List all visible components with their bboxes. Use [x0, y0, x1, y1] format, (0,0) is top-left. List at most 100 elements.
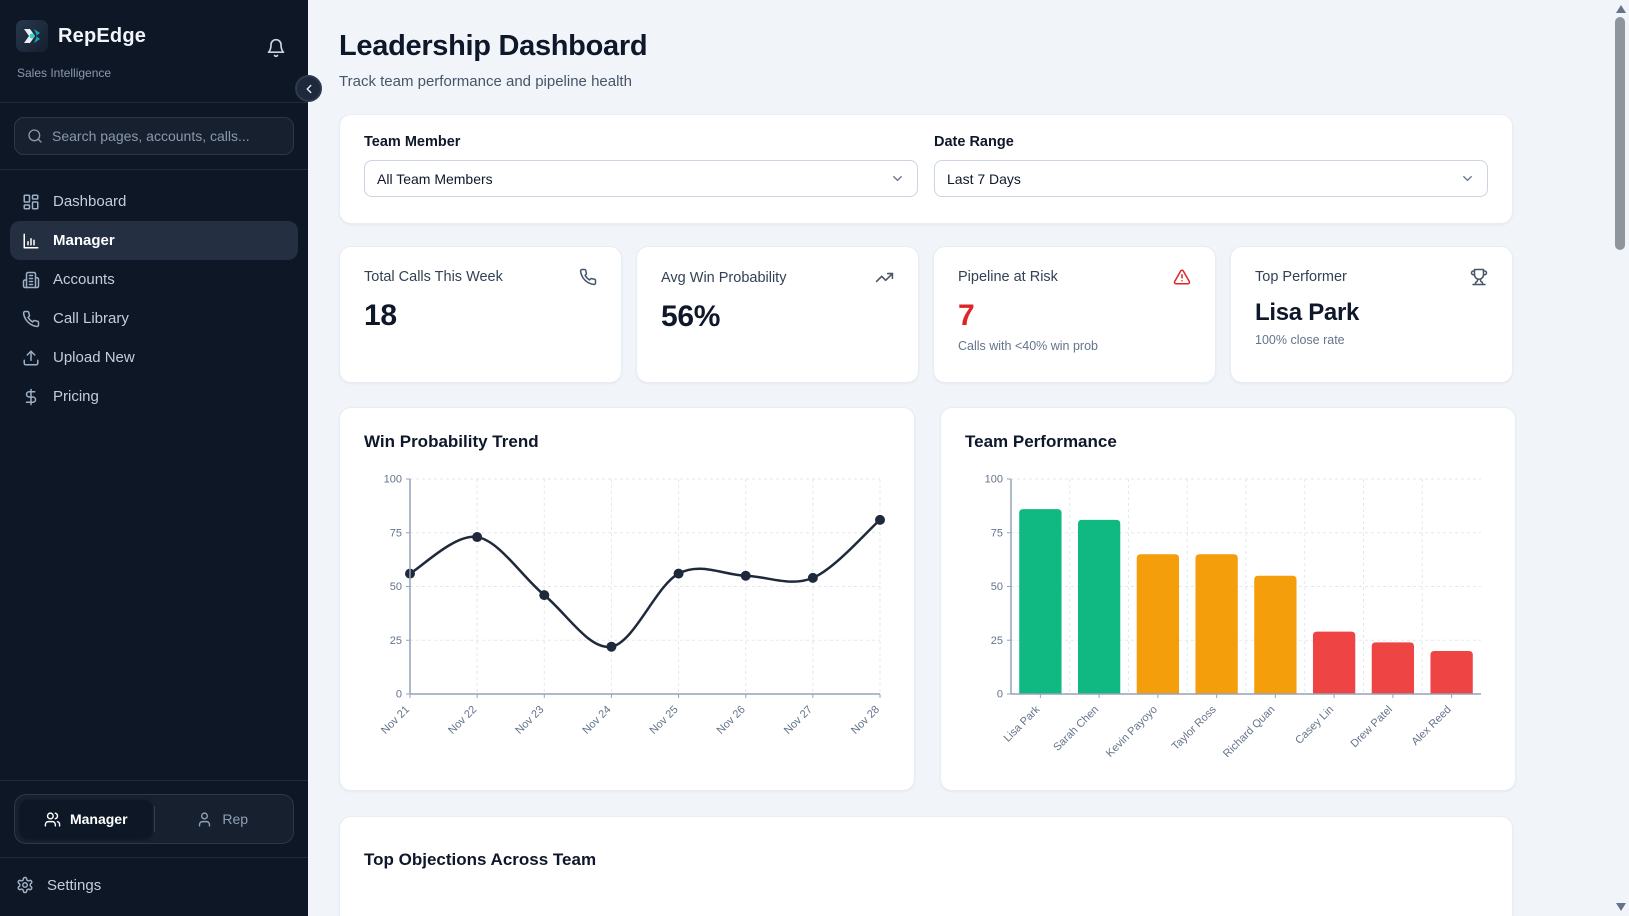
rep-toggle-button[interactable]: Rep	[157, 800, 289, 838]
scroll-up-arrow-icon[interactable]	[1616, 5, 1626, 13]
team-member-select[interactable]: All Team Members	[364, 160, 918, 197]
sidebar-item-accounts[interactable]: Accounts	[10, 260, 298, 299]
sidebar: RepEdge Sales Intelligence Dashboard Man…	[0, 0, 308, 916]
stat-value: Lisa Park	[1255, 299, 1360, 326]
top-objections-card: Top Objections Across Team	[339, 816, 1513, 916]
sidebar-item-label: Manager	[53, 232, 115, 249]
notifications-bell-icon[interactable]	[266, 38, 286, 58]
svg-text:50: 50	[390, 581, 402, 593]
stat-label: Pipeline at Risk	[958, 269, 1058, 285]
svg-text:50: 50	[991, 581, 1003, 593]
role-toggle: Manager Rep	[14, 794, 294, 844]
stat-card-top-performer: Top Performer Lisa Park 100% close rate	[1230, 246, 1513, 383]
svg-text:Drew Patel: Drew Patel	[1348, 704, 1395, 751]
repedge-logo-icon	[16, 20, 48, 52]
sidebar-item-manager[interactable]: Manager	[10, 221, 298, 260]
chart-title: Team Performance	[965, 432, 1117, 451]
trophy-icon	[1470, 268, 1488, 286]
svg-text:Nov 24: Nov 24	[580, 704, 613, 737]
charts-row: Win Probability Trend 0 25 50 75 100 Nov 21 No…	[339, 407, 1516, 791]
search-icon	[27, 128, 43, 144]
page-title: Leadership Dashboard	[339, 30, 648, 62]
sidebar-item-upload-new[interactable]: Upload New	[10, 338, 298, 377]
scrollbar[interactable]	[1614, 0, 1627, 916]
svg-text:0: 0	[396, 689, 402, 701]
svg-text:Kevin Payoyo: Kevin Payoyo	[1104, 704, 1160, 760]
stat-label: Total Calls This Week	[364, 269, 503, 285]
stat-subtext: Calls with <40% win prob	[958, 339, 1098, 353]
svg-text:Nov 22: Nov 22	[446, 704, 479, 737]
sidebar-header: RepEdge Sales Intelligence	[0, 0, 308, 102]
svg-text:Lisa Park: Lisa Park	[1002, 703, 1043, 744]
sidebar-item-call-library[interactable]: Call Library	[10, 299, 298, 338]
svg-text:Nov 27: Nov 27	[782, 704, 815, 737]
sidebar-search[interactable]	[14, 117, 294, 155]
sidebar-item-label: Accounts	[53, 271, 115, 288]
trending-up-icon	[875, 268, 894, 287]
sidebar-nav: Dashboard Manager Accounts Call Library …	[0, 170, 308, 780]
team-performance-card: Team Performance 0 25 50 75 100 Lisa Park Sara…	[940, 407, 1516, 791]
sidebar-item-label: Dashboard	[53, 193, 127, 210]
team-member-label: Team Member	[364, 134, 461, 150]
tagline: Sales Intelligence	[17, 66, 112, 80]
svg-text:Sarah Chen: Sarah Chen	[1051, 704, 1101, 754]
svg-text:Nov 23: Nov 23	[513, 704, 546, 737]
sidebar-item-pricing[interactable]: Pricing	[10, 377, 298, 416]
svg-text:Alex Reed: Alex Reed	[1409, 704, 1453, 748]
manager-toggle-button[interactable]: Manager	[20, 800, 152, 838]
win-probability-trend-card: Win Probability Trend 0 25 50 75 100 Nov 21 No…	[339, 407, 915, 791]
brand-name: RepEdge	[58, 24, 147, 47]
section-title: Top Objections Across Team	[364, 850, 597, 869]
dollar-icon	[22, 388, 40, 406]
stat-subtext: 100% close rate	[1255, 333, 1345, 347]
rep-toggle-label: Rep	[222, 811, 249, 827]
scroll-down-arrow-icon[interactable]	[1616, 903, 1626, 911]
svg-text:Taylor Ross: Taylor Ross	[1170, 703, 1219, 752]
date-range-select[interactable]: Last 7 Days	[934, 160, 1488, 197]
svg-text:Richard Quan: Richard Quan	[1221, 704, 1277, 760]
stat-value: 7	[958, 299, 975, 332]
svg-text:25: 25	[991, 635, 1003, 647]
gear-icon	[16, 876, 34, 894]
manager-toggle-label: Manager	[69, 811, 128, 827]
stat-card-avg-win-probability: Avg Win Probability 56%	[636, 246, 919, 383]
svg-text:Nov 21: Nov 21	[379, 704, 412, 737]
role-toggle-section: Manager Rep	[0, 780, 308, 857]
stat-value: 18	[364, 299, 397, 332]
svg-text:0: 0	[997, 689, 1003, 701]
sidebar-item-settings[interactable]: Settings	[16, 876, 292, 894]
search-input[interactable]	[52, 128, 281, 144]
svg-text:Nov 25: Nov 25	[648, 704, 681, 737]
sidebar-item-label: Upload New	[53, 349, 135, 366]
sidebar-item-dashboard[interactable]: Dashboard	[10, 182, 298, 221]
date-range-label: Date Range	[934, 134, 1014, 150]
stat-label: Avg Win Probability	[661, 269, 787, 286]
chevron-left-icon	[302, 82, 316, 96]
chevron-down-icon	[890, 171, 905, 186]
svg-text:75: 75	[991, 527, 1003, 539]
scrollbar-thumb[interactable]	[1615, 17, 1625, 250]
bar-chart-icon	[22, 232, 40, 250]
team-performance-chart: 0 25 50 75 100 Lisa Park Sarah Chen Kevin Payoy…	[985, 474, 1481, 760]
svg-text:Casey Lin: Casey Lin	[1293, 704, 1336, 747]
phone-icon	[579, 268, 597, 286]
sidebar-item-label: Call Library	[53, 310, 129, 327]
stat-card-total-calls: Total Calls This Week 18	[339, 246, 622, 383]
alert-triangle-icon	[1173, 268, 1191, 286]
svg-text:75: 75	[390, 527, 402, 539]
svg-text:Nov 28: Nov 28	[849, 704, 882, 737]
date-range-value: Last 7 Days	[947, 170, 1021, 187]
dashboard-grid-icon	[22, 193, 40, 211]
team-member-value: All Team Members	[377, 170, 493, 187]
win-probability-trend-chart: 0 25 50 75 100 Nov 21 Nov 22 Nov 23 Nov 24 Nov 25…	[379, 474, 885, 737]
settings-label: Settings	[47, 876, 102, 894]
phone-icon	[22, 310, 40, 328]
sidebar-collapse-button[interactable]	[295, 75, 322, 102]
building-icon	[22, 271, 40, 289]
svg-text:25: 25	[390, 635, 402, 647]
sidebar-item-label: Pricing	[53, 388, 99, 405]
stats-row: Total Calls This Week 18 Avg Win Probabi…	[339, 246, 1513, 383]
chevron-down-icon	[1460, 171, 1475, 186]
main-content: Leadership Dashboard Track team performa…	[308, 0, 1629, 916]
stat-label: Top Performer	[1255, 269, 1347, 285]
